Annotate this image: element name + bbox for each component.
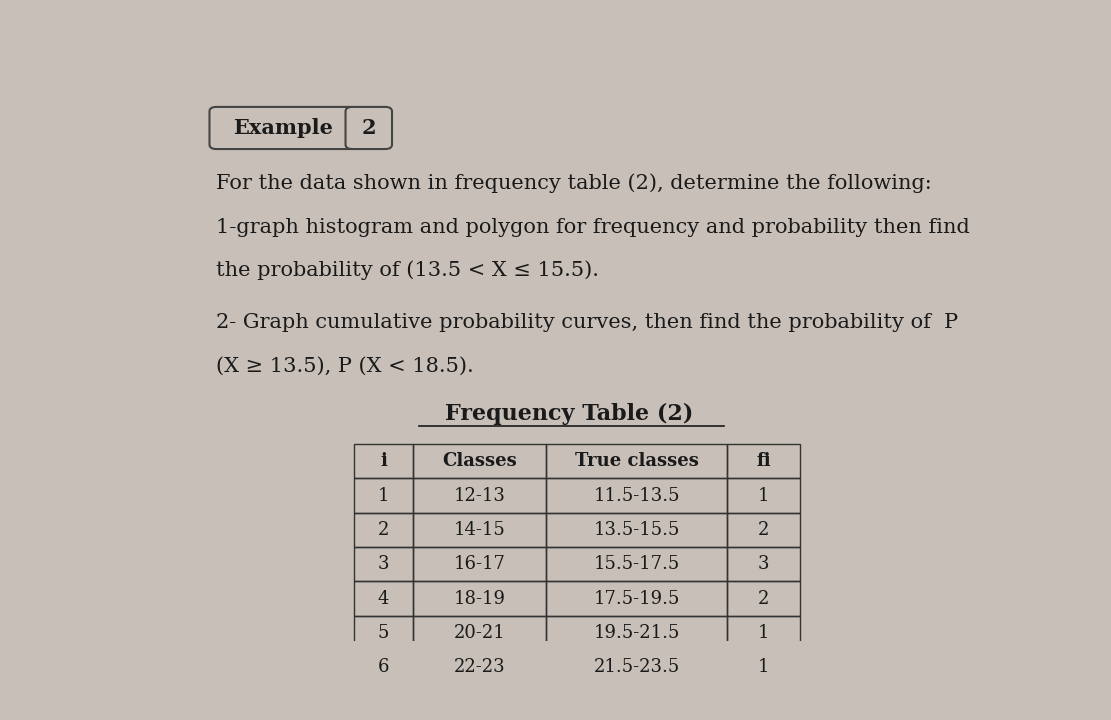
Bar [547, 513, 727, 547]
Bar [354, 650, 412, 685]
Bar [547, 444, 727, 478]
Bar [547, 616, 727, 650]
Text: 2- Graph cumulative probability curves, then find the probability of  P: 2- Graph cumulative probability curves, … [217, 312, 959, 331]
Text: 19.5-21.5: 19.5-21.5 [593, 624, 680, 642]
Text: 1-graph histogram and polygon for frequency and probability then find: 1-graph histogram and polygon for freque… [217, 218, 970, 238]
Text: 12-13: 12-13 [453, 487, 506, 505]
Text: Classes: Classes [442, 452, 517, 470]
Bar [727, 650, 800, 685]
Text: 2: 2 [378, 521, 389, 539]
Bar [547, 582, 727, 616]
Bar [547, 547, 727, 582]
Text: Frequency Table (2): Frequency Table (2) [446, 402, 693, 425]
Text: 1: 1 [758, 487, 769, 505]
Bar [354, 513, 412, 547]
Bar [727, 444, 800, 478]
FancyBboxPatch shape [346, 107, 392, 149]
Text: 22-23: 22-23 [453, 658, 506, 676]
Bar [354, 547, 412, 582]
Text: 2: 2 [758, 521, 769, 539]
Text: 11.5-13.5: 11.5-13.5 [593, 487, 680, 505]
Text: 21.5-23.5: 21.5-23.5 [593, 658, 680, 676]
Bar [547, 478, 727, 513]
Bar [412, 582, 547, 616]
Text: the probability of (13.5 < X ≤ 15.5).: the probability of (13.5 < X ≤ 15.5). [217, 261, 599, 280]
Text: 18-19: 18-19 [453, 590, 506, 608]
Text: 17.5-19.5: 17.5-19.5 [593, 590, 680, 608]
Bar [547, 650, 727, 685]
Bar [412, 444, 547, 478]
Text: 4: 4 [378, 590, 389, 608]
Text: 16-17: 16-17 [453, 555, 506, 573]
Text: 14-15: 14-15 [453, 521, 506, 539]
Bar [727, 478, 800, 513]
Bar [354, 478, 412, 513]
Text: 2: 2 [758, 590, 769, 608]
Bar [412, 478, 547, 513]
Text: 1: 1 [758, 624, 769, 642]
Bar [727, 547, 800, 582]
Text: 5: 5 [378, 624, 389, 642]
Text: (X ≥ 13.5), P (X < 18.5).: (X ≥ 13.5), P (X < 18.5). [217, 357, 474, 376]
Bar [412, 513, 547, 547]
Text: 2: 2 [361, 118, 377, 138]
Bar [354, 616, 412, 650]
Bar [354, 582, 412, 616]
Text: True classes: True classes [574, 452, 699, 470]
Bar [412, 616, 547, 650]
Text: i: i [380, 452, 387, 470]
Text: 6: 6 [378, 658, 389, 676]
Text: 3: 3 [378, 555, 389, 573]
Bar [727, 616, 800, 650]
Bar [727, 513, 800, 547]
Bar [727, 582, 800, 616]
Text: Example: Example [233, 118, 333, 138]
Text: 1: 1 [378, 487, 389, 505]
FancyBboxPatch shape [210, 107, 357, 149]
Text: 3: 3 [758, 555, 769, 573]
Text: 13.5-15.5: 13.5-15.5 [593, 521, 680, 539]
Bar [412, 650, 547, 685]
Text: 1: 1 [758, 658, 769, 676]
Text: fi: fi [757, 452, 771, 470]
Text: 15.5-17.5: 15.5-17.5 [593, 555, 680, 573]
Bar [354, 444, 412, 478]
Bar [412, 547, 547, 582]
Text: 20-21: 20-21 [453, 624, 506, 642]
Text: For the data shown in frequency table (2), determine the following:: For the data shown in frequency table (2… [217, 174, 932, 193]
